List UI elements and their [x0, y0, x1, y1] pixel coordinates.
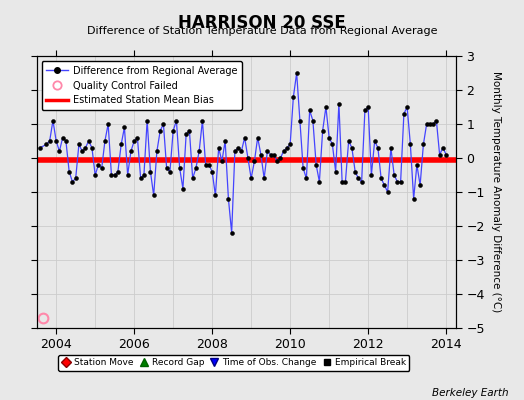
Text: Berkeley Earth: Berkeley Earth	[432, 388, 508, 398]
Text: HARRISON 20 SSE: HARRISON 20 SSE	[178, 14, 346, 32]
Legend: Station Move, Record Gap, Time of Obs. Change, Empirical Break: Station Move, Record Gap, Time of Obs. C…	[58, 355, 409, 371]
Text: Difference of Station Temperature Data from Regional Average: Difference of Station Temperature Data f…	[87, 26, 437, 36]
Y-axis label: Monthly Temperature Anomaly Difference (°C): Monthly Temperature Anomaly Difference (…	[492, 71, 501, 313]
